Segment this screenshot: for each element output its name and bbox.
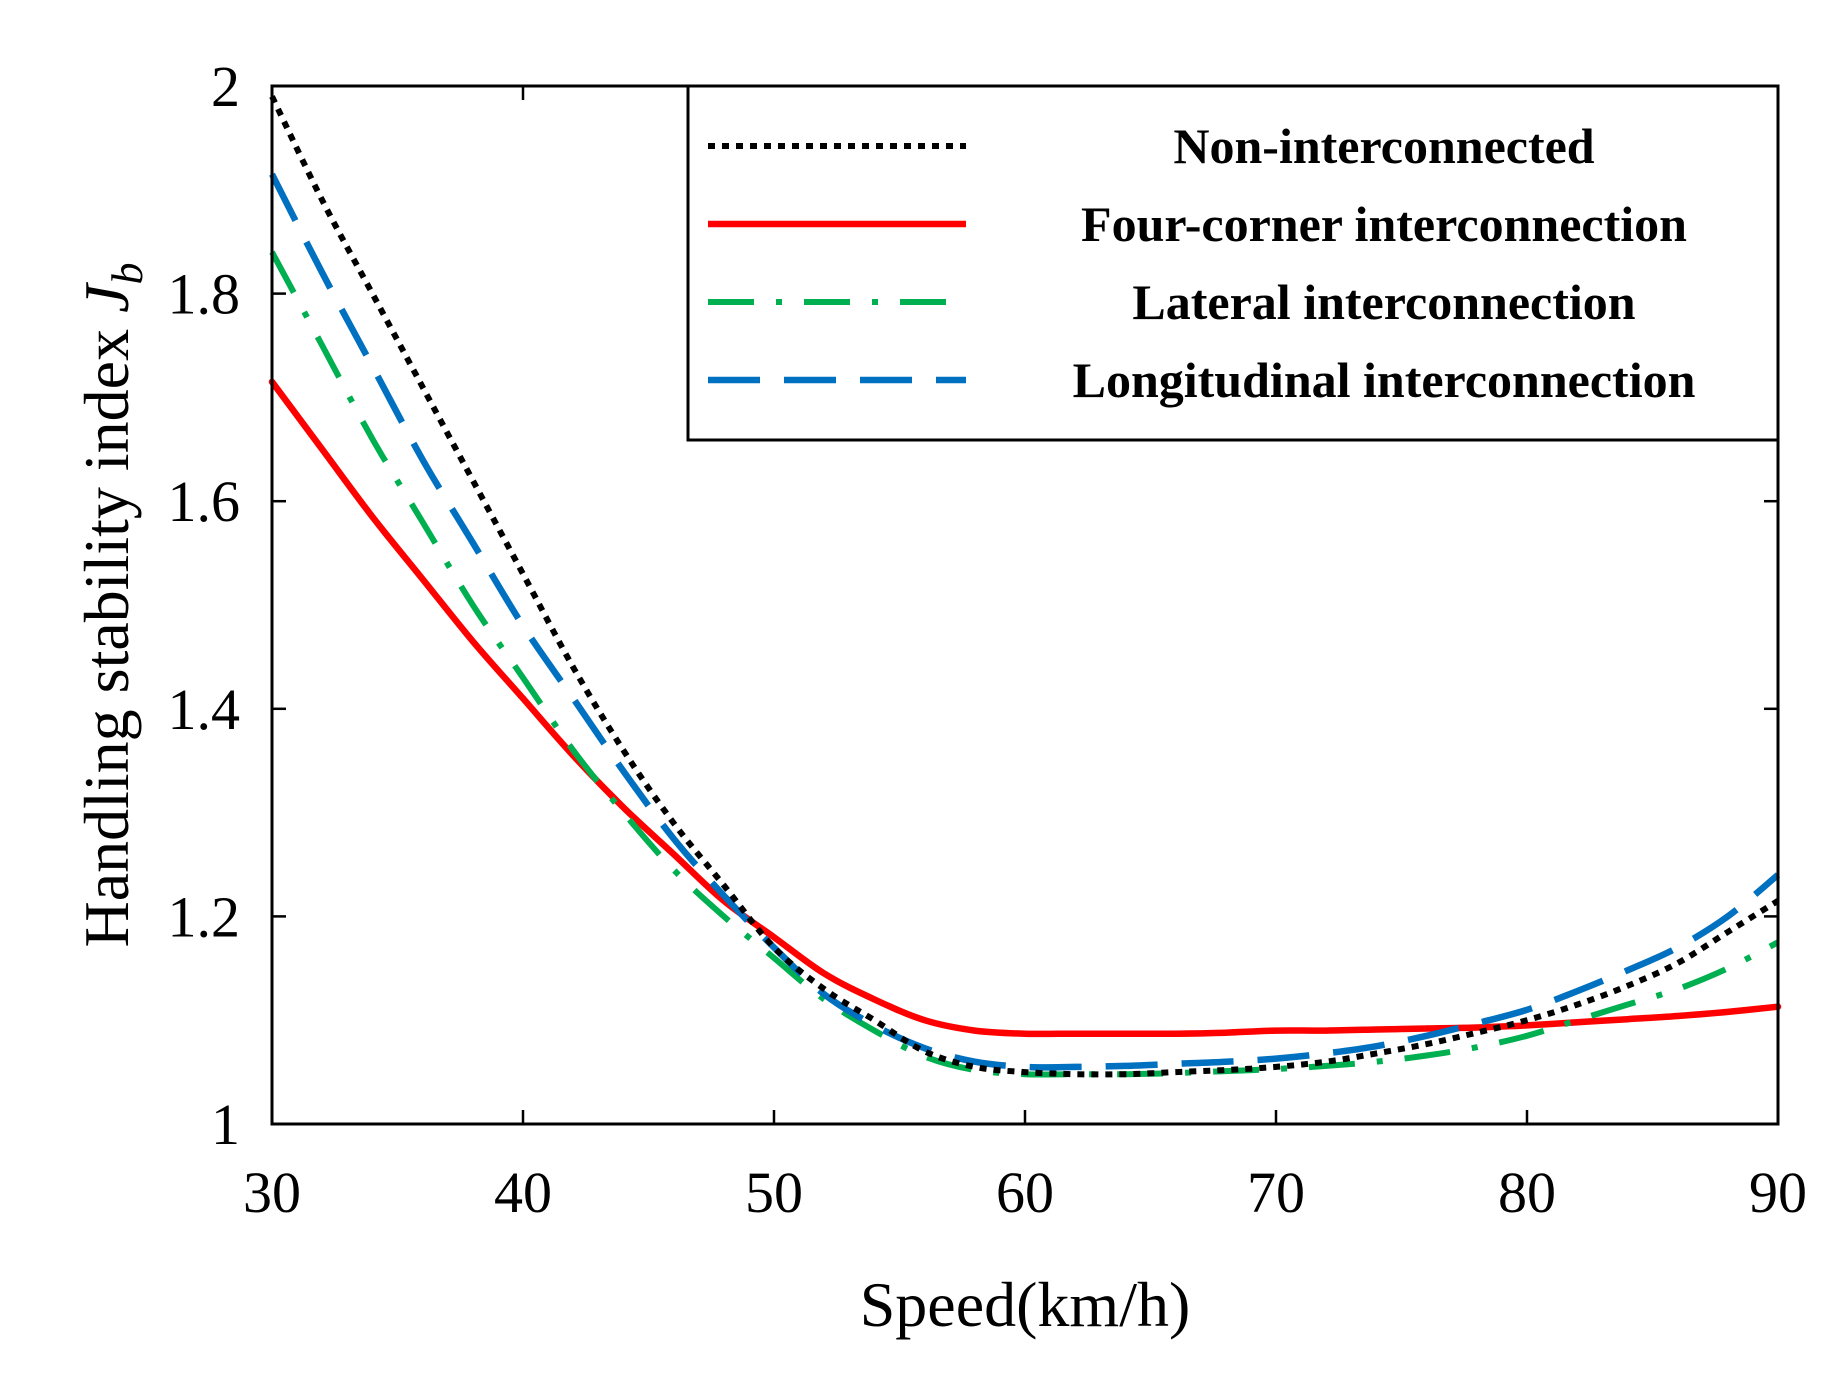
series-line-lateral-interconnection — [269, 250, 1780, 1078]
y-tick-label: 1 — [211, 1092, 240, 1157]
x-tick-label: 70 — [1247, 1160, 1305, 1225]
y-axis-title-symbol: J — [71, 282, 142, 313]
x-tick-label: 40 — [494, 1160, 552, 1225]
series-line-longitudinal-interconnection — [269, 172, 1781, 1071]
x-tick-label: 80 — [1498, 1160, 1556, 1225]
y-tick-label: 1.4 — [168, 677, 241, 742]
y-axis-title-main: Handling stability index — [71, 313, 142, 948]
y-tick-label: 1.2 — [168, 884, 241, 949]
legend-label: Non-interconnected — [1173, 118, 1594, 174]
x-tick-label: 30 — [243, 1160, 301, 1225]
ticks-layer: 30 40 50 60 70 80 90 1 1.2 1.4 1.6 1.8 2 — [168, 54, 1808, 1225]
x-tick-label: 60 — [996, 1160, 1054, 1225]
y-tick-label: 1.8 — [168, 262, 241, 327]
x-axis-title: Speed(km/h) — [860, 1269, 1191, 1340]
legend: Non-interconnected Four-corner interconne… — [686, 84, 1780, 442]
y-axis-title: Handling stability index Jb — [71, 263, 152, 948]
x-tick-label: 50 — [745, 1160, 803, 1225]
y-axis-title-subscript: b — [103, 263, 152, 285]
x-tick-label: 90 — [1749, 1160, 1807, 1225]
legend-label: Lateral interconnection — [1132, 274, 1635, 330]
y-tick-label: 1.6 — [168, 469, 241, 534]
legend-label: Longitudinal interconnection — [1073, 352, 1696, 408]
legend-label: Four-corner interconnection — [1081, 196, 1687, 252]
series-layer — [268, 95, 1782, 1078]
series-line-four-corner-interconnection — [268, 378, 1782, 1038]
legend-items: Non-interconnected Four-corner interconne… — [708, 118, 1696, 408]
y-tick-label: 2 — [211, 54, 240, 119]
